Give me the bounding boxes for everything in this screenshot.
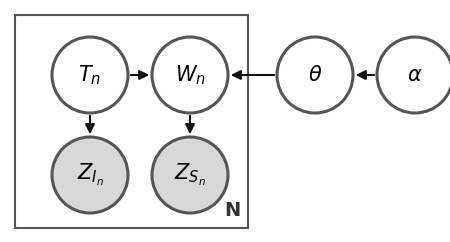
- Text: $T_n$: $T_n$: [78, 63, 102, 87]
- Circle shape: [152, 37, 228, 113]
- Circle shape: [152, 137, 228, 213]
- Circle shape: [52, 37, 128, 113]
- Text: $Z_{S_n}$: $Z_{S_n}$: [174, 162, 206, 188]
- Text: $W_n$: $W_n$: [175, 63, 206, 87]
- Text: $Z_{I_n}$: $Z_{I_n}$: [76, 162, 104, 188]
- Circle shape: [377, 37, 450, 113]
- Bar: [15, 15, 248, 228]
- Circle shape: [52, 137, 128, 213]
- Text: $\theta$: $\theta$: [308, 65, 322, 85]
- Circle shape: [277, 37, 353, 113]
- Text: N: N: [224, 201, 240, 220]
- Text: $\alpha$: $\alpha$: [407, 65, 423, 85]
